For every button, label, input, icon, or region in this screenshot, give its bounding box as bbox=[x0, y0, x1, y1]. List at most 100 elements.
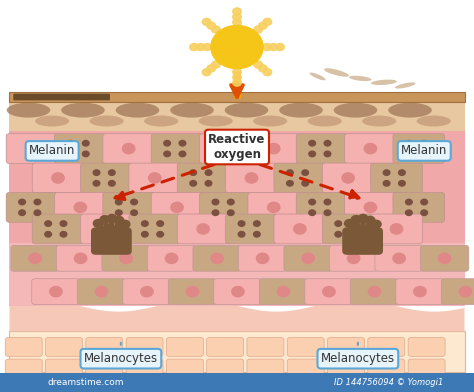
FancyBboxPatch shape bbox=[274, 214, 326, 244]
Circle shape bbox=[179, 151, 186, 157]
Circle shape bbox=[205, 170, 212, 175]
FancyBboxPatch shape bbox=[322, 214, 374, 244]
Ellipse shape bbox=[116, 103, 159, 118]
Circle shape bbox=[263, 18, 272, 25]
Ellipse shape bbox=[7, 103, 50, 118]
FancyBboxPatch shape bbox=[177, 214, 229, 244]
Circle shape bbox=[309, 140, 316, 146]
Circle shape bbox=[254, 221, 260, 226]
Circle shape bbox=[302, 253, 314, 263]
Circle shape bbox=[414, 287, 426, 297]
Circle shape bbox=[164, 140, 171, 146]
Circle shape bbox=[95, 287, 108, 297]
FancyBboxPatch shape bbox=[247, 359, 284, 378]
Circle shape bbox=[267, 202, 280, 212]
Ellipse shape bbox=[334, 103, 377, 118]
Circle shape bbox=[258, 65, 267, 72]
Circle shape bbox=[406, 151, 412, 157]
Circle shape bbox=[82, 140, 89, 146]
Circle shape bbox=[202, 69, 211, 76]
FancyBboxPatch shape bbox=[371, 214, 422, 244]
Text: Melanocytes: Melanocytes bbox=[84, 352, 158, 365]
Circle shape bbox=[34, 199, 41, 205]
Circle shape bbox=[342, 173, 354, 183]
Circle shape bbox=[29, 253, 41, 263]
FancyBboxPatch shape bbox=[32, 214, 84, 244]
Circle shape bbox=[309, 151, 316, 157]
Circle shape bbox=[324, 210, 331, 216]
Circle shape bbox=[302, 170, 309, 175]
Circle shape bbox=[406, 199, 412, 205]
Circle shape bbox=[254, 232, 260, 237]
FancyBboxPatch shape bbox=[396, 279, 444, 305]
Circle shape bbox=[399, 170, 405, 175]
Circle shape bbox=[233, 68, 241, 75]
FancyBboxPatch shape bbox=[129, 214, 181, 244]
Circle shape bbox=[345, 220, 354, 227]
Circle shape bbox=[256, 253, 269, 263]
Ellipse shape bbox=[225, 103, 268, 118]
FancyBboxPatch shape bbox=[350, 279, 399, 305]
Ellipse shape bbox=[90, 116, 124, 127]
FancyBboxPatch shape bbox=[345, 134, 396, 163]
Circle shape bbox=[205, 181, 212, 186]
Circle shape bbox=[207, 65, 216, 72]
Text: dreamstime.com: dreamstime.com bbox=[47, 378, 124, 387]
Circle shape bbox=[347, 253, 360, 263]
Circle shape bbox=[141, 287, 153, 297]
Circle shape bbox=[190, 44, 198, 51]
FancyBboxPatch shape bbox=[408, 338, 445, 356]
Circle shape bbox=[120, 253, 132, 263]
Circle shape bbox=[365, 216, 375, 224]
FancyBboxPatch shape bbox=[9, 102, 465, 131]
Circle shape bbox=[82, 151, 89, 157]
FancyBboxPatch shape bbox=[6, 192, 58, 222]
Circle shape bbox=[212, 199, 219, 205]
FancyBboxPatch shape bbox=[126, 338, 163, 356]
FancyBboxPatch shape bbox=[393, 192, 445, 222]
FancyBboxPatch shape bbox=[247, 338, 284, 356]
Circle shape bbox=[190, 181, 197, 186]
Circle shape bbox=[157, 232, 164, 237]
Circle shape bbox=[335, 232, 342, 237]
Circle shape bbox=[421, 210, 428, 216]
Circle shape bbox=[406, 140, 412, 146]
FancyBboxPatch shape bbox=[5, 359, 42, 378]
Circle shape bbox=[19, 210, 26, 216]
Circle shape bbox=[142, 221, 148, 226]
Polygon shape bbox=[9, 300, 465, 331]
FancyBboxPatch shape bbox=[200, 134, 251, 163]
FancyBboxPatch shape bbox=[9, 331, 465, 372]
Circle shape bbox=[67, 151, 74, 157]
Circle shape bbox=[114, 216, 124, 224]
FancyBboxPatch shape bbox=[296, 134, 348, 163]
Circle shape bbox=[109, 170, 115, 175]
Ellipse shape bbox=[35, 116, 69, 127]
Circle shape bbox=[335, 221, 342, 226]
FancyBboxPatch shape bbox=[322, 163, 374, 193]
FancyBboxPatch shape bbox=[55, 192, 106, 222]
FancyBboxPatch shape bbox=[368, 338, 405, 356]
Circle shape bbox=[196, 44, 205, 51]
FancyBboxPatch shape bbox=[77, 279, 126, 305]
FancyBboxPatch shape bbox=[329, 245, 378, 271]
FancyBboxPatch shape bbox=[238, 245, 287, 271]
Circle shape bbox=[165, 253, 178, 263]
Circle shape bbox=[197, 224, 210, 234]
Circle shape bbox=[254, 61, 263, 68]
FancyBboxPatch shape bbox=[226, 214, 277, 244]
FancyBboxPatch shape bbox=[126, 359, 163, 378]
Circle shape bbox=[211, 253, 223, 263]
Ellipse shape bbox=[324, 68, 349, 77]
Circle shape bbox=[219, 143, 232, 154]
Circle shape bbox=[309, 199, 316, 205]
Circle shape bbox=[269, 44, 278, 51]
Ellipse shape bbox=[349, 76, 372, 81]
Circle shape bbox=[211, 61, 220, 68]
Circle shape bbox=[212, 210, 219, 216]
FancyBboxPatch shape bbox=[151, 134, 203, 163]
FancyBboxPatch shape bbox=[284, 245, 332, 271]
FancyBboxPatch shape bbox=[151, 192, 203, 222]
Circle shape bbox=[190, 170, 197, 175]
Circle shape bbox=[211, 25, 263, 69]
